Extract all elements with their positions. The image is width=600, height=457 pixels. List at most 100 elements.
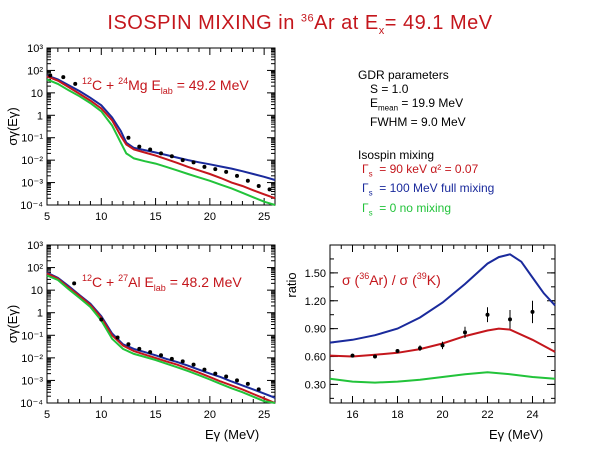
y-tick-label: 10²	[27, 65, 43, 77]
x-tick-label: 10	[95, 409, 107, 421]
iso-header: Isospin mixing	[358, 148, 435, 162]
reaction-label: 12C + 24Mg Elab = 49.2 MeV	[82, 76, 249, 96]
data-point	[245, 178, 250, 183]
data-point	[485, 312, 490, 317]
data-point	[213, 167, 218, 172]
plot-frame-ratio	[329, 244, 556, 404]
series-line-green	[46, 274, 276, 404]
series-line-red	[329, 327, 556, 358]
data-point	[99, 317, 104, 322]
x-tick-label: 22	[481, 409, 493, 421]
data-point	[202, 367, 207, 372]
series-line-red	[46, 272, 276, 404]
figure-title: ISOSPIN MIXING in 36Ar at Ex= 49.1 MeV	[107, 12, 493, 37]
y-axis-label: σγ(Eγ)	[5, 107, 20, 145]
data-point	[137, 346, 142, 351]
x-tick-label: 10	[95, 211, 107, 223]
data-point	[440, 343, 445, 348]
data-point	[530, 309, 535, 314]
data-point	[169, 356, 174, 361]
fwhm-line: FWHM = 9.0 MeV	[370, 115, 466, 130]
data-point	[224, 374, 229, 379]
y-tick-label: 10⁻¹	[21, 330, 43, 342]
data-point	[159, 353, 163, 358]
x-tick-label: 15	[149, 211, 161, 223]
x-tick-label: 5	[44, 211, 50, 223]
series-line-green	[329, 371, 556, 384]
emean-line: Emean = 19.9 MeV	[370, 96, 464, 113]
x-tick-label: 18	[391, 409, 403, 421]
data-point	[350, 353, 355, 358]
data-point	[180, 359, 185, 364]
y-axis-label: ratio	[284, 272, 299, 297]
x-tick-label: 15	[149, 409, 161, 421]
y-tick-label: 0.30	[305, 379, 326, 391]
data-point	[61, 75, 66, 80]
series-line-red	[46, 75, 276, 200]
y-tick-label: 10⁻²	[21, 353, 43, 365]
data-point	[72, 281, 77, 286]
data-point	[191, 160, 196, 165]
y-tick-label: 1	[37, 308, 43, 320]
x-tick-label: 20	[204, 409, 216, 421]
y-tick-label: 10³	[27, 43, 43, 55]
x-tick-label: 20	[436, 409, 448, 421]
gdr-parameters: GDR parameters S = 1.0 Emean = 19.9 MeV …	[358, 68, 466, 129]
y-tick-label: 10⁻¹	[21, 133, 43, 145]
data-point	[191, 362, 196, 367]
series-line-green	[46, 78, 276, 206]
gdr-header: GDR parameters	[358, 68, 449, 82]
y-tick-label: 0.90	[305, 324, 326, 336]
data-point	[224, 169, 229, 174]
y-tick-label: 1.20	[305, 296, 326, 308]
data-point	[256, 184, 261, 189]
data-point	[235, 173, 239, 178]
data-point	[418, 346, 422, 351]
data-point	[463, 330, 467, 335]
reaction-label: 12C + 27Al Elab = 48.2 MeV	[82, 273, 242, 293]
y-tick-label: 10⁻⁴	[20, 398, 43, 410]
isospin-mixing: Isospin mixing Γs = 90 keV α² = 0.07 Γs …	[358, 148, 494, 220]
y-tick-label: 0.60	[305, 352, 326, 364]
x-tick-label: 5	[44, 409, 50, 421]
data-point	[137, 144, 142, 149]
data-point	[245, 381, 250, 386]
data-point	[73, 81, 78, 86]
data-point	[256, 387, 261, 392]
y-tick-label: 10	[31, 285, 43, 297]
s-line: S = 1.0	[370, 82, 409, 96]
data-point	[180, 158, 185, 163]
x-tick-label: 20	[204, 211, 216, 223]
data-point	[508, 317, 512, 322]
x-tick-label: 25	[258, 409, 270, 421]
data-point	[235, 378, 239, 383]
data-point	[126, 135, 131, 140]
data-point	[159, 151, 163, 156]
data-point	[148, 350, 153, 355]
y-tick-label: 10³	[27, 240, 43, 252]
data-point	[126, 342, 131, 347]
y-tick-label: 10⁻²	[21, 155, 43, 167]
data-point	[395, 348, 400, 353]
y-tick-label: 10	[31, 88, 43, 100]
legend-blue: Γs = 100 MeV full mixing	[362, 181, 495, 198]
data-point	[48, 73, 53, 78]
data-point	[115, 335, 120, 340]
data-point	[202, 164, 207, 169]
plot-frame-top	[46, 47, 276, 206]
y-axis-label: σγ(Eγ)	[5, 305, 20, 343]
ratio-label: σ (36Ar) / σ (39K)	[342, 271, 441, 288]
data-point	[267, 187, 272, 192]
data-point	[373, 354, 377, 359]
y-tick-label: 1.50	[305, 268, 326, 280]
y-tick-label: 10²	[27, 263, 43, 275]
data-point	[148, 147, 153, 152]
y-tick-label: 10⁻⁴	[20, 200, 43, 212]
legend-green: Γs = 0 no mixing	[362, 200, 451, 218]
x-tick-label: 16	[346, 409, 358, 421]
y-tick-label: 10⁻³	[21, 178, 43, 190]
series-line-blue	[46, 74, 276, 181]
series-line-blue	[329, 253, 556, 344]
legend-red: Γs = 90 keV α² = 0.07	[362, 162, 479, 179]
x-tick-label: 24	[526, 409, 538, 421]
